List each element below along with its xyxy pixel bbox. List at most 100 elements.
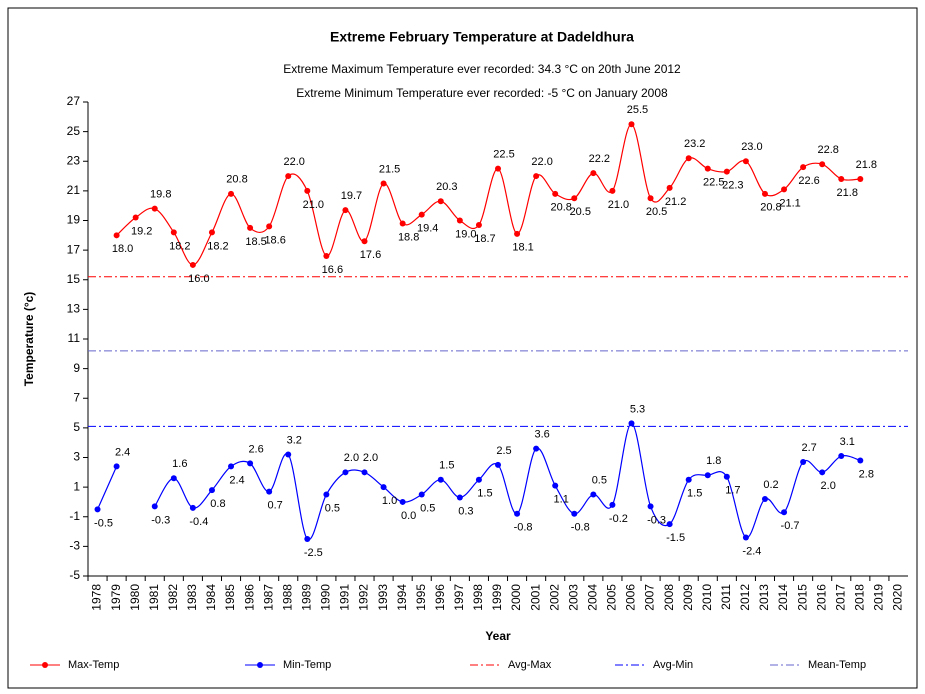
x-tick-label: 1982 [166, 584, 180, 611]
point [247, 224, 254, 231]
point [704, 165, 711, 172]
point [723, 168, 730, 175]
point [533, 173, 540, 180]
x-tick-label: 1987 [261, 584, 275, 611]
point [800, 458, 807, 465]
legend-label: Mean-Temp [808, 659, 866, 671]
point [170, 475, 177, 482]
data-label: -0.8 [571, 522, 590, 534]
x-tick-label: 1997 [452, 584, 466, 611]
data-label: 0.5 [325, 502, 340, 514]
data-label: 18.0 [112, 243, 133, 255]
data-label: 2.0 [821, 480, 836, 492]
data-label: 2.0 [344, 452, 359, 464]
point [475, 221, 482, 228]
point [399, 220, 406, 227]
point [247, 460, 254, 467]
data-label: -1.5 [666, 532, 685, 544]
data-label: 2.6 [248, 443, 263, 455]
y-tick-label: 9 [73, 361, 80, 375]
point [304, 535, 311, 542]
x-tick-label: 2000 [509, 584, 523, 611]
x-tick-label: 2001 [528, 584, 542, 611]
point [437, 476, 444, 483]
x-tick-label: 2004 [586, 584, 600, 611]
x-tick-label: 1998 [471, 584, 485, 611]
x-tick-label: 1999 [490, 584, 504, 611]
x-tick-label: 1989 [299, 584, 313, 611]
x-tick-label: 1978 [90, 584, 104, 611]
point [208, 487, 215, 494]
data-label: 20.5 [570, 206, 591, 218]
point [132, 214, 139, 221]
y-tick-label: 5 [73, 420, 80, 434]
data-label: -0.8 [514, 522, 533, 534]
data-label: 22.6 [798, 175, 819, 187]
data-label: 21.0 [608, 199, 629, 211]
point [514, 230, 521, 237]
point [304, 187, 311, 194]
data-label: 20.5 [646, 206, 667, 218]
data-label: 19.7 [341, 190, 362, 202]
data-label: 1.5 [439, 460, 454, 472]
legend-marker [42, 662, 48, 668]
x-tick-label: 2015 [795, 584, 809, 611]
data-label: 18.6 [264, 234, 285, 246]
data-label: 23.0 [741, 141, 762, 153]
data-label: 0.0 [401, 510, 416, 522]
point [189, 504, 196, 511]
data-label: 18.1 [512, 242, 533, 254]
data-label: 17.6 [360, 249, 381, 261]
point [857, 457, 864, 464]
subtitle: Extreme Maximum Temperature ever recorde… [283, 62, 681, 76]
series-line [116, 123, 861, 266]
legend-label: Avg-Min [653, 659, 693, 671]
data-label: 20.8 [226, 174, 247, 186]
point [819, 161, 826, 168]
x-tick-label: 1992 [357, 584, 371, 611]
data-label: 3.6 [534, 429, 549, 441]
point [418, 211, 425, 218]
point [857, 176, 864, 183]
point [628, 420, 635, 427]
data-label: 5.3 [630, 403, 645, 415]
x-tick-label: 1979 [109, 584, 123, 611]
data-label: 18.2 [207, 240, 228, 252]
x-tick-label: 1985 [223, 584, 237, 611]
x-tick-label: 2013 [757, 584, 771, 611]
x-tick-label: 2010 [700, 584, 714, 611]
point [552, 190, 559, 197]
point [495, 461, 501, 468]
x-tick-label: 2009 [681, 584, 695, 611]
data-label: 1.7 [725, 485, 740, 497]
x-tick-label: 2012 [738, 584, 752, 611]
data-label: 2.7 [801, 442, 816, 454]
x-tick-label: 2002 [547, 584, 561, 611]
data-label: 23.2 [684, 138, 705, 150]
y-tick-label: -1 [69, 509, 80, 523]
data-label: 1.0 [382, 495, 397, 507]
series-line [154, 422, 861, 541]
data-label: -0.3 [647, 514, 666, 526]
x-tick-label: 1981 [147, 584, 161, 611]
x-tick-label: 1986 [242, 584, 256, 611]
data-label: 2.4 [229, 474, 244, 486]
point [666, 521, 673, 528]
data-label: 21.0 [303, 199, 324, 211]
x-axis-label: Year [485, 629, 511, 643]
point [647, 195, 654, 202]
x-tick-label: 2019 [872, 584, 886, 611]
x-tick-label: 2011 [719, 584, 733, 610]
data-label: -0.3 [151, 514, 170, 526]
y-axis-label: Temperature (°c) [22, 292, 36, 387]
data-label: 22.3 [722, 180, 743, 192]
point [170, 229, 177, 236]
point [685, 476, 692, 483]
data-label: -0.4 [189, 516, 208, 528]
data-label: 19.2 [131, 225, 152, 237]
point [342, 207, 349, 214]
point [628, 121, 635, 128]
x-tick-label: 1980 [128, 584, 142, 611]
x-tick-label: 1984 [204, 584, 218, 611]
legend-label: Max-Temp [68, 659, 119, 671]
